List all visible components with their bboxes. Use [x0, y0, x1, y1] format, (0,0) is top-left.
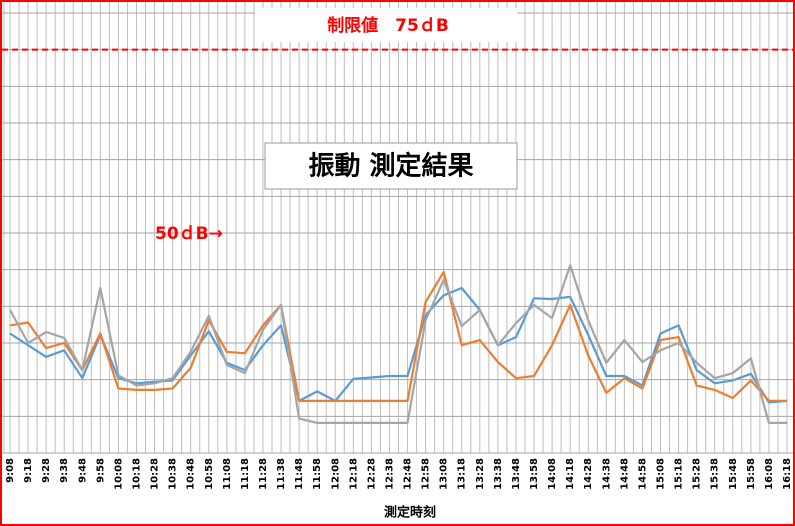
x-tick-label: 12:08: [330, 458, 341, 490]
x-tick-label: 11:08: [222, 458, 233, 490]
x-tick-label: 15:08: [656, 458, 667, 490]
x-tick-label: 14:08: [547, 458, 558, 490]
x-tick-label: 10:28: [150, 458, 161, 490]
series-line: [9, 264, 787, 424]
x-tick-label: 12:18: [348, 458, 359, 490]
x-tick-label: 16:08: [764, 458, 775, 490]
x-tick-label: 9:58: [95, 458, 106, 483]
series-line: [9, 270, 787, 402]
x-tick-label: 13:48: [511, 458, 522, 490]
x-tick-label: 11:38: [276, 458, 287, 490]
annotation: 50ｄB→: [155, 224, 223, 244]
x-tick-label: 13:08: [439, 458, 450, 490]
x-axis-title: 測定時刻: [384, 505, 436, 521]
x-tick-label: 13:28: [475, 458, 486, 490]
grid: [2, 1, 793, 454]
x-tick-label: 12:58: [421, 458, 432, 490]
series-line: [9, 286, 788, 404]
x-tick-label: 14:28: [583, 458, 594, 490]
x-tick-label: 14:38: [601, 458, 612, 490]
x-tick-label: 10:18: [131, 458, 142, 490]
x-tick-label: 15:38: [710, 458, 721, 490]
marks: [2, 48, 793, 424]
x-tick-label: 11:18: [240, 458, 251, 490]
limit-label: 制限値 75ｄB: [327, 15, 449, 36]
x-tick-label: 9:08: [5, 458, 16, 483]
x-tick-label: 12:48: [403, 458, 414, 490]
x-tick-label: 9:28: [41, 458, 52, 483]
limit-label-box: [255, 8, 517, 42]
x-tick-label: 14:48: [619, 458, 630, 490]
x-tick-label: 10:08: [113, 458, 124, 490]
x-tick-label: 15:18: [674, 458, 685, 490]
x-tick-label: 14:18: [565, 458, 576, 490]
x-tick-label: 12:38: [384, 458, 395, 490]
x-tick-label: 16:18: [782, 458, 793, 490]
x-tick-label: 15:48: [728, 458, 739, 490]
chart-title: 振動 測定結果: [308, 151, 473, 182]
x-tick-label: 15:28: [692, 458, 703, 490]
x-tick-label: 13:18: [457, 458, 468, 490]
x-tick-label: 9:18: [23, 458, 34, 483]
x-tick-label: 13:58: [529, 458, 540, 490]
x-tick-label: 13:38: [493, 458, 504, 490]
title-box: [264, 142, 518, 190]
x-tick-label: 9:38: [59, 458, 70, 483]
x-tick-label: 10:38: [168, 458, 179, 490]
x-tick-label: 14:58: [637, 458, 648, 490]
x-tick-label: 11:48: [294, 458, 305, 490]
x-tick-label: 12:28: [366, 458, 377, 490]
x-tick-label: 10:58: [204, 458, 215, 490]
x-tick-label: 11:28: [258, 458, 269, 490]
x-tick-label: 15:58: [746, 458, 757, 490]
x-tick-label: 11:58: [312, 458, 323, 490]
x-tick-label: 9:48: [77, 458, 88, 483]
x-tick-label: 10:48: [186, 458, 197, 490]
